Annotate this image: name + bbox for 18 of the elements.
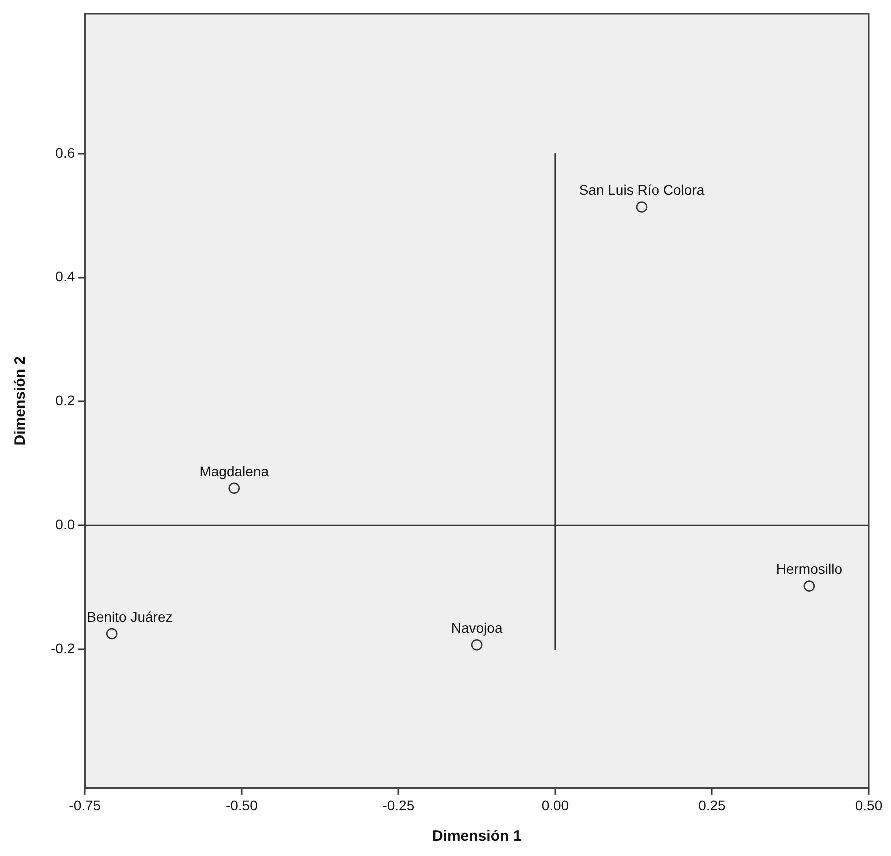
annotation: San Luis Río Colora xyxy=(579,182,705,198)
x-tick-label: -0.75 xyxy=(69,797,102,814)
x-axis-title: Dimensión 1 xyxy=(432,828,522,846)
y-tick-label: -0.2 xyxy=(51,640,76,656)
x-tick-label: 0.25 xyxy=(698,797,726,814)
y-tick-label: 0.2 xyxy=(56,392,76,409)
annotation: Hermosillo xyxy=(776,561,843,578)
y-axis-title: Dimensión 2 xyxy=(12,356,30,446)
y-tick-label: 0.6 xyxy=(56,144,76,161)
x-tick-label: -0.25 xyxy=(382,797,415,814)
annotation: Benito Juárez xyxy=(87,608,173,625)
x-tick-label: -0.50 xyxy=(226,797,258,814)
y-tick-label: 0.4 xyxy=(56,268,76,285)
annotation: Magdalena xyxy=(200,463,270,480)
x-tick-label: 0.00 xyxy=(542,797,570,814)
y-tick-label: 0.0 xyxy=(56,516,76,532)
x-tick-label: 0.50 xyxy=(855,797,883,814)
annotation: Navojoa xyxy=(451,620,503,636)
